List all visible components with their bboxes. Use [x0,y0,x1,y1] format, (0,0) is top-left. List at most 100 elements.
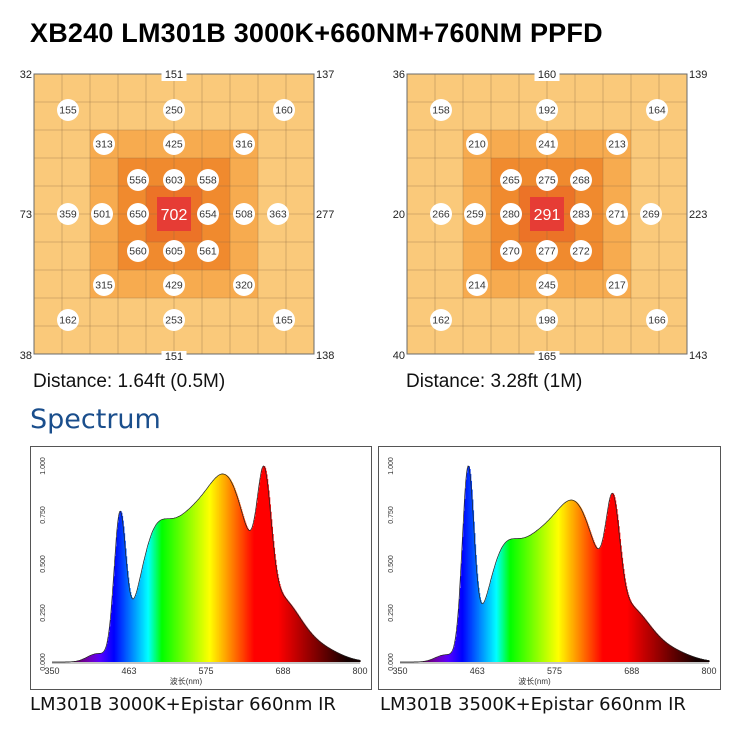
spectrum-band [273,541,275,662]
spectrum-band [548,520,550,662]
ppfd-value: 508 [235,209,253,221]
spectrum-band [456,631,458,662]
spectrum-band [516,538,518,662]
y-tick-label: 0.250 [40,604,47,622]
spectrum-band [591,536,593,662]
spectrum-band [242,513,244,662]
spectrum-band [197,500,199,662]
spectrum-band [524,537,526,662]
spectrum-band [439,656,441,662]
spectrum-band [551,516,554,662]
spectrum-band [134,596,137,662]
spectrum-band [227,476,230,662]
spectrum-band [326,646,328,662]
spectrum-band [95,653,98,662]
spectrum-band [357,659,360,662]
spectrum-band [327,646,329,662]
spectrum-band [514,538,516,662]
spectrum-band [441,655,444,662]
spectrum-band [661,638,663,662]
spectrum-band [564,502,567,662]
spectrum-band [298,615,300,662]
spectrum-band [443,654,445,662]
spectrum-band [690,655,692,662]
spectrum-band [625,586,628,662]
spectrum-band [196,501,198,662]
spectrum-band [566,501,568,662]
spectrum-band [455,636,457,662]
spectrum-band [516,538,519,662]
spectrum-band [671,646,674,662]
spectrum-band [613,494,615,662]
spectrum-band [566,501,569,662]
spectrum-band [555,512,557,662]
spectrum-band [701,659,703,662]
spectrum-band [429,660,431,662]
spectrum-band [594,543,596,662]
spectrum-band [500,549,503,662]
spectrum-band [698,658,700,662]
spectrum-band [688,654,690,662]
spectrum-band [535,531,537,662]
spectrum-band [565,502,567,662]
spectrum-band [483,602,486,662]
spectrum-band [550,518,552,662]
spectrum-band [191,506,193,662]
spectrum-band [270,511,272,662]
spectrum-band [271,519,273,662]
spectrum-band [162,519,164,662]
ppfd-value: 605 [165,246,183,258]
spectrum-band [426,660,428,662]
spectrum-band [660,637,662,662]
spectrum-band [256,502,258,662]
spectrum-band [318,640,320,662]
spectrum-band [189,508,191,662]
corner-value-tr-bg [316,69,340,81]
spectrum-band [88,656,90,662]
spectrum-band [549,518,551,662]
spectrum-band [168,518,170,662]
spectrum-band [340,654,343,662]
spectrum-band [706,660,709,662]
spectrum-band [518,538,521,662]
spectrum-band [262,466,265,662]
spectrum-band [707,660,709,662]
spectrum-band [480,600,482,662]
spectrum-band [219,474,221,662]
spectrum-band [120,511,122,662]
spectrum-band [446,654,448,662]
spectrum-band [316,638,318,662]
edge-value-right: 223 [689,209,707,221]
spectrum-band [487,590,490,662]
spectrum-band [324,645,326,662]
spectrum-band [253,520,256,662]
ppfd-value-dot [273,99,295,121]
spectrum-band [194,503,196,662]
spectrum-band [313,635,315,662]
spectrum-band [123,526,125,662]
spectrum-band [184,512,187,662]
ppfd-value-dot [273,309,295,331]
spectrum-band [234,489,237,662]
spectrum-band [435,657,437,662]
spectrum-band [618,526,620,662]
spectrum-band [603,536,605,662]
spectrum-band [282,593,284,662]
spectrum-band [573,500,575,662]
spectrum-band [592,538,594,662]
spectrum-band [669,645,672,662]
spectrum-band [559,508,561,662]
spectrum-band [511,538,514,662]
edge-value-top-bg [534,69,560,81]
spectrum-band [500,550,502,662]
spectrum-band [623,573,626,662]
spectrum-band [183,513,185,662]
ppfd-value: 315 [95,280,113,292]
spectrum-band [445,654,447,662]
spectrum-band [533,533,535,662]
ppfd-value: 158 [432,105,450,117]
spectrum-band [654,630,656,662]
spectrum-band [656,633,658,662]
spectrum-band [599,548,601,662]
spectrum-band [164,518,166,662]
